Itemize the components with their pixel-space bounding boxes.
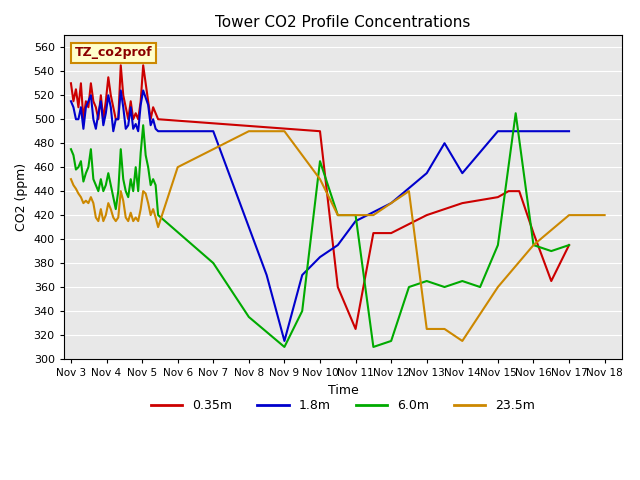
Title: Tower CO2 Profile Concentrations: Tower CO2 Profile Concentrations [216,15,471,30]
Text: TZ_co2prof: TZ_co2prof [75,47,152,60]
X-axis label: Time: Time [328,384,358,396]
Y-axis label: CO2 (ppm): CO2 (ppm) [15,163,28,231]
Legend: 0.35m, 1.8m, 6.0m, 23.5m: 0.35m, 1.8m, 6.0m, 23.5m [146,395,540,418]
